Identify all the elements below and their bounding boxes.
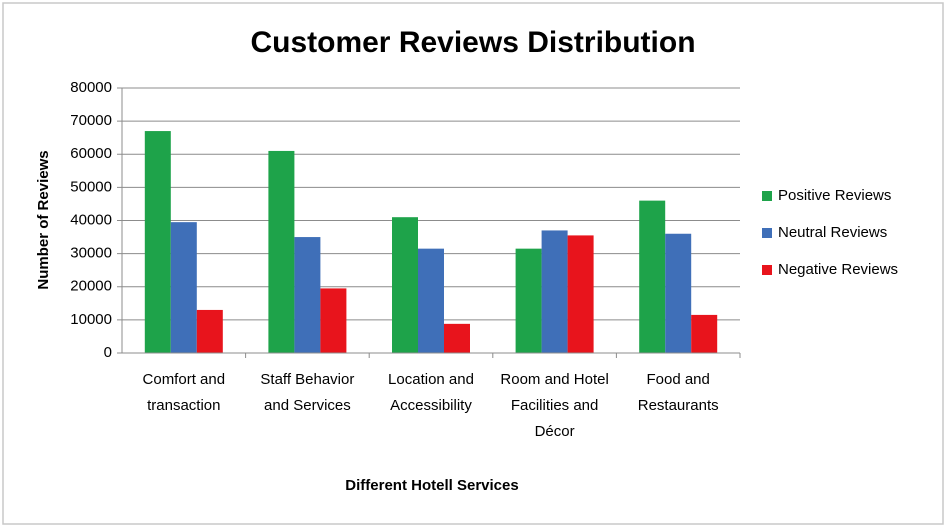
legend-label: Neutral Reviews xyxy=(778,224,887,241)
bar xyxy=(567,235,594,353)
x-tick-label: Room and Hotel Facilities and Décor xyxy=(500,371,609,440)
y-tick-label: 20000 xyxy=(70,278,112,295)
bar xyxy=(268,150,295,353)
y-tick-label: 30000 xyxy=(70,245,112,262)
bar xyxy=(294,237,321,353)
x-tick-label: Location and Accessibility xyxy=(388,371,474,414)
bar xyxy=(444,323,470,353)
y-tick-label: 70000 xyxy=(70,112,112,129)
y-tick-label: 50000 xyxy=(70,178,112,195)
x-tick-label: Staff Behavior and Services xyxy=(260,371,355,414)
y-tick-label: 40000 xyxy=(70,211,112,228)
legend-swatch xyxy=(762,228,772,238)
legend-swatch xyxy=(762,265,772,275)
bar xyxy=(665,233,692,353)
x-axis-title: Different Hotell Services xyxy=(345,477,518,494)
bar xyxy=(541,230,568,353)
bar xyxy=(320,288,347,353)
y-tick-label: 80000 xyxy=(70,79,112,96)
y-tick-label: 0 xyxy=(104,344,112,361)
bar xyxy=(392,217,418,353)
x-tick-label: Food and Restaurants xyxy=(637,371,719,414)
bar xyxy=(691,314,718,353)
legend-swatch xyxy=(762,191,772,201)
y-tick-label: 60000 xyxy=(70,145,112,162)
legend-label: Negative Reviews xyxy=(778,261,898,278)
bar xyxy=(170,222,197,353)
chart-title: Customer Reviews Distribution xyxy=(250,26,695,59)
y-axis-title: Number of Reviews xyxy=(35,150,52,289)
legend-label: Positive Reviews xyxy=(778,187,891,204)
bar xyxy=(515,248,542,353)
bar xyxy=(418,248,444,353)
y-tick-label: 10000 xyxy=(70,311,112,328)
bar xyxy=(639,200,666,353)
bar xyxy=(196,309,223,353)
bar xyxy=(144,131,171,353)
x-tick-label: Comfort and transaction xyxy=(142,371,226,414)
